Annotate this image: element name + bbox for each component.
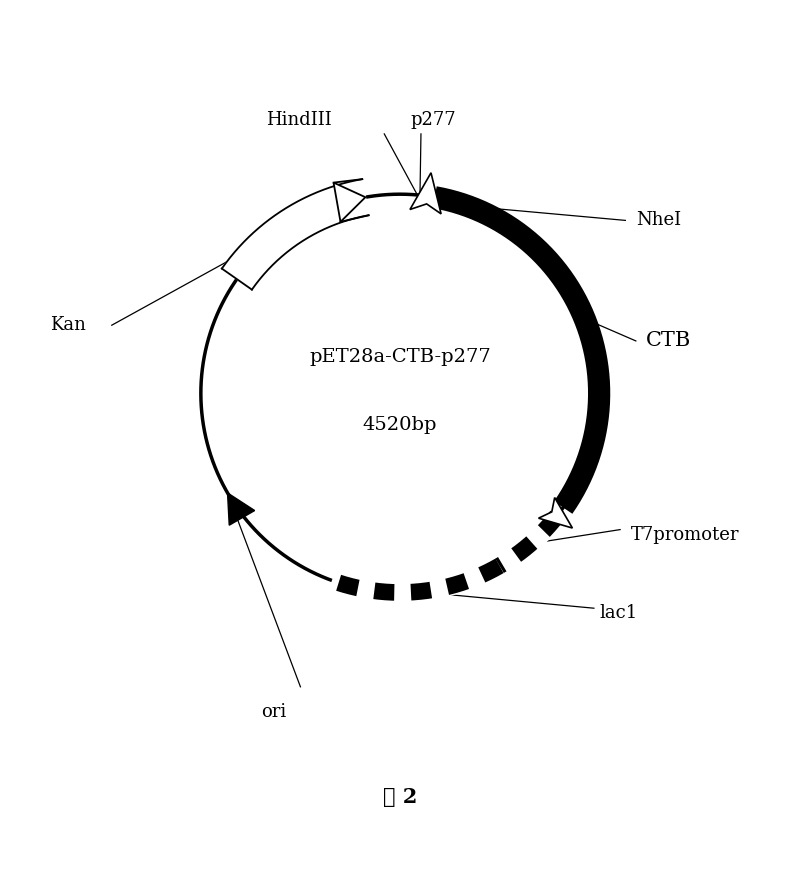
Polygon shape	[538, 498, 573, 528]
Polygon shape	[410, 173, 441, 214]
Text: T7promoter: T7promoter	[630, 526, 739, 544]
Text: HindIII: HindIII	[266, 111, 332, 129]
Text: lac1: lac1	[599, 604, 638, 623]
Text: 图 2: 图 2	[383, 787, 417, 807]
Text: NheI: NheI	[636, 211, 681, 229]
Polygon shape	[222, 179, 369, 290]
Text: pET28a-CTB-p277: pET28a-CTB-p277	[309, 348, 491, 366]
Polygon shape	[334, 182, 366, 222]
Text: ori: ori	[262, 702, 287, 721]
Text: p277: p277	[410, 111, 456, 129]
Text: CTB: CTB	[646, 331, 691, 351]
Text: 4520bp: 4520bp	[362, 416, 438, 433]
Text: Kan: Kan	[50, 316, 86, 334]
Polygon shape	[227, 492, 254, 525]
